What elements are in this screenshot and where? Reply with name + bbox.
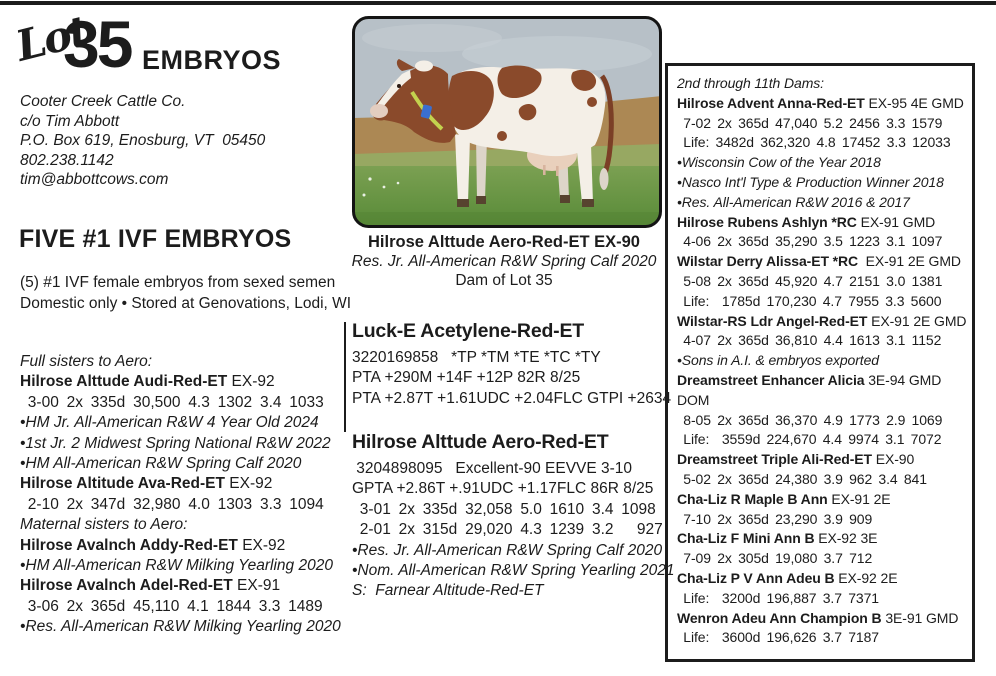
caption-animal-name: Hilrose Alttude Aero-Red-ET EX-90 <box>368 233 640 251</box>
cow-photo-graphic <box>352 16 662 228</box>
pedigree-line: 3-06 2x 365d 45,110 4.1 1844 3.3 1489 <box>20 597 323 615</box>
pedigree-line: Full sisters to Aero: <box>20 353 153 370</box>
pedigree-line: 5-08 2x 365d 45,920 4.7 2151 3.0 1381 <box>677 272 943 289</box>
pedigree-line: 2-10 2x 347d 32,980 4.0 1303 3.3 1094 <box>20 495 324 513</box>
lot-type-label: EMBRYOS <box>142 45 282 75</box>
animal-name: Hilrose Rubens Ashlyn *RC <box>677 213 857 230</box>
animal-name-line: Hilrose Advent Anna-Red-ET EX-95 4E GMD <box>677 94 964 111</box>
cow-photo <box>352 16 662 228</box>
pedigree-line: DOM <box>677 391 710 408</box>
pedigree-line: Life: 3559d 224,670 4.4 9974 3.1 7072 <box>677 431 942 448</box>
animal-name-line: Dreamstreet Enhancer Alicia 3E-94 GMD <box>677 371 942 388</box>
pedigree-line: 4-06 2x 365d 35,290 3.5 1223 3.1 1097 <box>677 233 943 250</box>
pedigree-line: S: Farnear Altitude-Red-ET <box>352 582 544 600</box>
offering-title: FIVE #1 IVF EMBRYOS <box>19 225 292 253</box>
animal-name-line: Hilrose Avalnch Addy-Red-ET EX-92 <box>20 536 286 554</box>
dam-block: Hilrose Alttude Aero-Red-ET 3204898095 E… <box>352 431 675 602</box>
pedigree-line: 7-09 2x 305d 19,080 3.7 712 <box>677 550 873 567</box>
offering-description: (5) #1 IVF female embryos from sexed sem… <box>20 274 352 312</box>
dams-history-box: 2nd through 11th Dams: Hilrose Advent Ann… <box>665 63 975 662</box>
animal-name: Wenron Adeu Ann Champion B <box>677 609 882 626</box>
animal-name: Dreamstreet Enhancer Alicia <box>677 371 865 388</box>
animal-name: Hilrose Avalnch Adel-Red-ET <box>20 577 233 595</box>
animal-name: Cha-Liz R Maple B Ann <box>677 490 828 507</box>
animal-name: Hilrose Alttude Audi-Red-ET <box>20 373 228 391</box>
pedigree-line: 7-02 2x 365d 47,040 5.2 2456 3.3 1579 <box>677 114 943 131</box>
pedigree-line: •Sons in A.I. & embryos exported <box>677 352 879 369</box>
pedigree-line: Life: 3482d 362,320 4.8 17452 3.3 12033 <box>677 134 951 151</box>
pedigree-line: •HM Jr. All-American R&W 4 Year Old 2024 <box>20 414 319 432</box>
pedigree-line: 4-07 2x 365d 36,810 4.4 1613 3.1 1152 <box>677 332 942 349</box>
animal-name-line: Cha-Liz F Mini Ann B EX-92 3E <box>677 530 878 547</box>
animal-name-line: Wilstar Derry Alissa-ET *RC EX-91 2E GMD <box>677 253 961 270</box>
animal-name: Wilstar Derry Alissa-ET *RC <box>677 253 859 270</box>
pedigree-connector-line <box>344 322 346 432</box>
top-rule <box>0 1 996 5</box>
animal-name: Wilstar-RS Ldr Angel-Red-ET <box>677 312 868 329</box>
pedigree-line: •Res. Jr. All-American R&W Spring Calf 2… <box>352 541 663 559</box>
sire-block: Luck-E Acetylene-Red-ET 3220169858 *TP *… <box>352 320 672 409</box>
caption-relation: Dam of Lot 35 <box>455 272 553 290</box>
pedigree-line: •Nasco Int'l Type & Production Winner 20… <box>677 173 944 190</box>
sisters-pedigree-list: Full sisters to Aero: Hilrose Alttude Aud… <box>20 352 355 638</box>
animal-name: Hilrose Altitude Ava-Red-ET <box>20 475 225 493</box>
pedigree-line: 5-02 2x 365d 24,380 3.9 962 3.4 841 <box>677 470 927 487</box>
animal-name-line: Hilrose Rubens Ashlyn *RC EX-91 GMD <box>677 213 936 230</box>
pedigree-line: 2-01 2x 315d 29,020 4.3 1239 3.2 927 <box>352 521 663 539</box>
animal-name: Hilrose Advent Anna-Red-ET <box>677 94 865 111</box>
pedigree-line: •HM All-American R&W Spring Calf 2020 <box>20 455 302 473</box>
sire-details: 3220169858 *TP *TM *TE *TC *TY PTA +290M … <box>352 348 672 409</box>
animal-name-line: Wilstar-RS Ldr Angel-Red-ET EX-91 2E GMD <box>677 312 967 329</box>
animal-name-line: Hilrose Avalnch Adel-Red-ET EX-91 <box>20 577 281 595</box>
animal-name: Cha-Liz F Mini Ann B <box>677 530 815 547</box>
dam-name: Hilrose Alttude Aero-Red-ET <box>352 431 609 453</box>
pedigree-line: 3204898095 Excellent-90 EEVVE 3-10 <box>352 460 633 477</box>
caption-award: Res. Jr. All-American R&W Spring Calf 20… <box>351 253 657 271</box>
pedigree-line: Life: 3200d 196,887 3.7 7371 <box>677 589 879 606</box>
photo-caption: Hilrose Alttude Aero-Red-ET EX-90 Res. J… <box>344 233 664 291</box>
animal-name-line: Wenron Adeu Ann Champion B 3E-91 GMD <box>677 609 959 626</box>
pedigree-line: •Res. All-American R&W 2016 & 2017 <box>677 193 910 210</box>
pedigree-line: 8-05 2x 365d 36,370 4.9 1773 2.9 1069 <box>677 411 943 428</box>
pedigree-line: PTA +2.87T +1.61UDC +2.04FLC GTPI +2634 <box>352 389 672 407</box>
animal-name-line: Dreamstreet Triple Ali-Red-ET EX-90 <box>677 451 915 468</box>
pedigree-line: •Res. All-American R&W Milking Yearling … <box>20 618 341 636</box>
animal-name-line: Hilrose Altitude Ava-Red-ET EX-92 <box>20 475 273 493</box>
lot-number: 35 <box>63 7 133 81</box>
animal-name: Hilrose Avalnch Addy-Red-ET <box>20 536 238 554</box>
pedigree-line: •Wisconsin Cow of the Year 2018 <box>677 154 881 171</box>
pedigree-line: 3-01 2x 335d 32,058 5.0 1610 3.4 1098 <box>352 500 656 518</box>
pedigree-line: GPTA +2.86T +.91UDC +1.17FLC 86R 8/25 <box>352 480 654 498</box>
pedigree-line: Maternal sisters to Aero: <box>20 516 188 534</box>
seller-info: Cooter Creek Cattle Co. c/o Tim Abbott P… <box>20 93 266 189</box>
pedigree-line: 3220169858 *TP *TM *TE *TC *TY <box>352 349 601 366</box>
animal-name-line: Cha-Liz R Maple B Ann EX-91 2E <box>677 490 891 507</box>
animal-name-line: Hilrose Alttude Audi-Red-ET EX-92 <box>20 373 275 391</box>
pedigree-line: •Nom. All-American R&W Spring Yearling 2… <box>352 562 675 580</box>
pedigree-line: PTA +290M +14F +12P 82R 8/25 <box>352 369 581 387</box>
pedigree-line: 2nd through 11th Dams: <box>677 75 824 91</box>
animal-name: Cha-Liz P V Ann Adeu B <box>677 569 835 586</box>
pedigree-line: Life: 3600d 196,626 3.7 7187 <box>677 629 879 646</box>
sire-name: Luck-E Acetylene-Red-ET <box>352 320 584 342</box>
pedigree-line: •1st Jr. 2 Midwest Spring National R&W 2… <box>20 434 331 452</box>
dam-details: 3204898095 Excellent-90 EEVVE 3-10 GPTA +… <box>352 459 675 602</box>
pedigree-line: Life: 1785d 170,230 4.7 7955 3.3 5600 <box>677 292 942 309</box>
pedigree-line: 7-10 2x 365d 23,290 3.9 909 <box>677 510 873 527</box>
pedigree-line: •HM All-American R&W Milking Yearling 20… <box>20 557 333 575</box>
animal-name-line: Cha-Liz P V Ann Adeu B EX-92 2E <box>677 569 898 586</box>
pedigree-line: 3-00 2x 335d 30,500 4.3 1302 3.4 1033 <box>20 393 324 411</box>
animal-name: Dreamstreet Triple Ali-Red-ET <box>677 451 872 468</box>
